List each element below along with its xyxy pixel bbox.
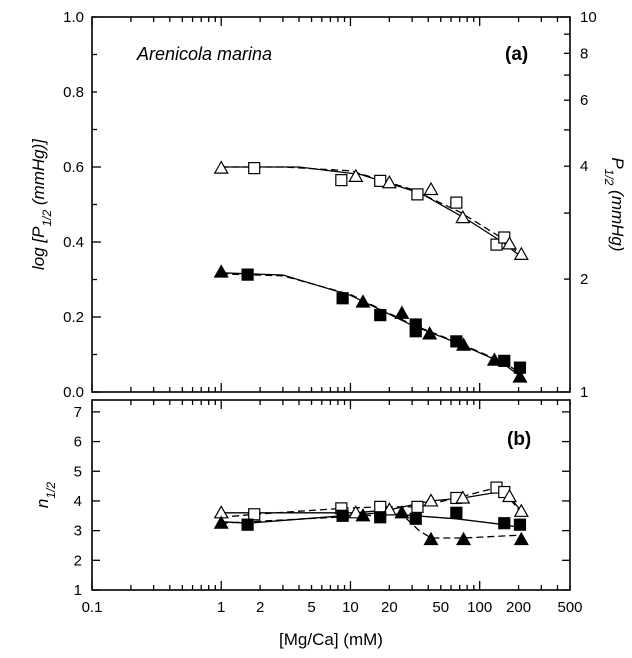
filled-triangle-point <box>423 531 439 546</box>
panel-a-frame <box>91 16 571 393</box>
y-tick-label: 4 <box>74 493 82 510</box>
filled-triangle-point <box>394 305 410 319</box>
filled-triangle-point <box>394 505 410 519</box>
y-tick-label: 1.0 <box>63 9 84 26</box>
open-triangle-point <box>513 503 529 517</box>
y-tick-label: 0.4 <box>63 234 84 251</box>
filled-triangle-point <box>456 337 472 351</box>
x-tick-label: 100 <box>467 599 492 616</box>
y-tick-label: 1 <box>74 582 82 599</box>
open-square-point <box>490 238 503 251</box>
filled-triangle-point <box>512 369 528 383</box>
species-annotation: Arenicola marina <box>136 44 272 64</box>
y-right-tick-label: 8 <box>580 45 588 62</box>
y-tick-label: 5 <box>74 463 82 480</box>
open-triangle-point <box>348 168 364 182</box>
y-tick-label: 2 <box>74 552 82 569</box>
open-triangle-point <box>455 490 471 504</box>
y-tick-label: 7 <box>74 404 82 421</box>
filled-square-point <box>513 518 527 531</box>
open-triangle-point <box>348 505 364 519</box>
open-square-point <box>411 188 424 201</box>
x-tick-label: 20 <box>381 599 398 616</box>
y-tick-label: 0.2 <box>63 309 84 326</box>
open-triangle-point <box>423 493 439 507</box>
fit-line-filled-triangle <box>221 513 522 539</box>
open-triangle-point <box>501 236 517 250</box>
filled-triangle-point <box>355 294 371 308</box>
filled-square-point <box>450 506 463 519</box>
panel-label-b: (b) <box>507 429 531 450</box>
filled-square-point <box>409 512 422 525</box>
y-right-tick-label: 4 <box>580 158 588 175</box>
x-tick-label: 10 <box>342 599 359 616</box>
open-triangle-point <box>501 488 517 503</box>
x-tick-label: 2 <box>256 599 264 616</box>
x-tick-label: 5 <box>307 599 315 616</box>
y-tick-label: 6 <box>74 434 82 451</box>
x-tick-label: 500 <box>557 599 582 616</box>
open-triangle-point <box>455 209 471 224</box>
filled-square-point <box>374 511 387 524</box>
x-tick-label: 0.1 <box>82 599 103 616</box>
open-square-point <box>374 500 387 513</box>
panel-label-a: (a) <box>505 44 528 65</box>
open-square-point <box>335 174 348 187</box>
y-tick-label: 0.8 <box>63 84 84 101</box>
filled-square-point <box>241 518 254 531</box>
x-tick-label: 50 <box>432 599 449 616</box>
filled-square-point <box>336 509 349 522</box>
y-axis-label-b: n1/2 <box>33 482 58 508</box>
filled-triangle-point <box>486 352 502 366</box>
open-square-point <box>248 162 261 175</box>
open-triangle-point <box>423 181 439 196</box>
y-tick-label: 0.0 <box>63 384 84 401</box>
x-tick-label: 1 <box>217 599 225 616</box>
y-tick-label: 3 <box>74 523 82 540</box>
y-axis-label-right: P1/2 (mmHg) <box>602 157 627 251</box>
filled-square-point <box>374 309 387 322</box>
open-triangle-point <box>213 160 229 174</box>
fit-line-open-triangle <box>221 491 522 514</box>
panel-a: 0.0 0.2 0.4 0.6 0.8 1.0 1 2 4 6 8 10 log [P1/2 (mmHg… <box>29 9 627 401</box>
open-triangle-point <box>381 175 397 189</box>
y-right-tick-label: 10 <box>580 9 597 26</box>
filled-square-point <box>241 268 254 281</box>
y-axis-label-left: log [P1/2 (mmHg)] <box>29 138 54 270</box>
fit-line-filled-square <box>221 273 522 374</box>
open-square-point <box>248 508 261 521</box>
open-square-point <box>450 196 463 209</box>
fit-line-open-square <box>221 166 520 254</box>
open-square-point <box>411 500 424 513</box>
filled-triangle-point <box>355 508 371 522</box>
y-right-tick-label: 6 <box>580 92 588 109</box>
open-triangle-point <box>513 246 529 260</box>
open-square-point <box>374 174 387 187</box>
filled-triangle-point <box>422 326 438 340</box>
filled-triangle-point <box>456 531 472 546</box>
y-right-tick-label: 2 <box>580 271 588 288</box>
fit-line-open-triangle <box>221 166 522 258</box>
filled-square-point <box>336 292 349 305</box>
y-tick-label: 0.6 <box>63 159 84 176</box>
fit-line-filled-triangle <box>221 272 522 378</box>
filled-triangle-point <box>213 515 229 529</box>
filled-triangle-point <box>213 264 229 278</box>
filled-square-point <box>409 325 422 338</box>
x-axis-label: [Mg/Ca] (mM) <box>279 630 383 649</box>
filled-triangle-point <box>513 531 529 546</box>
x-tick-label: 200 <box>506 599 531 616</box>
y-right-tick-label: 1 <box>580 384 588 401</box>
filled-square-point <box>498 517 511 530</box>
